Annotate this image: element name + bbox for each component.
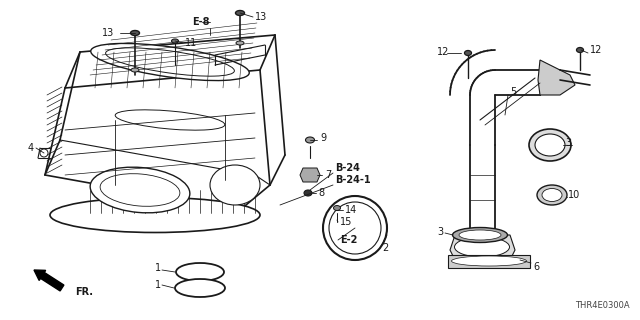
Polygon shape [300, 168, 320, 182]
Text: 9: 9 [320, 133, 326, 143]
Ellipse shape [106, 48, 234, 76]
Ellipse shape [452, 228, 508, 243]
Ellipse shape [91, 44, 249, 81]
Text: 11: 11 [185, 38, 197, 48]
FancyArrow shape [34, 270, 64, 291]
Text: B-24: B-24 [335, 163, 360, 173]
Ellipse shape [40, 149, 48, 157]
Circle shape [329, 202, 381, 254]
Ellipse shape [305, 137, 314, 143]
Polygon shape [448, 255, 530, 268]
Ellipse shape [131, 30, 140, 36]
Ellipse shape [90, 167, 190, 213]
Text: E-2: E-2 [340, 235, 357, 245]
Text: 12: 12 [437, 47, 449, 57]
Text: E-8: E-8 [192, 17, 209, 27]
Polygon shape [538, 60, 575, 95]
Ellipse shape [577, 47, 584, 52]
Ellipse shape [542, 188, 562, 202]
Ellipse shape [304, 190, 312, 196]
Text: THR4E0300A: THR4E0300A [575, 301, 630, 310]
Text: 4: 4 [28, 143, 34, 153]
Text: 15: 15 [340, 217, 353, 227]
Text: 13: 13 [102, 28, 115, 38]
Ellipse shape [236, 11, 244, 15]
Text: 14: 14 [345, 205, 357, 215]
Ellipse shape [50, 197, 260, 233]
Ellipse shape [529, 129, 571, 161]
Ellipse shape [451, 256, 527, 266]
Ellipse shape [115, 110, 225, 130]
Text: 1: 1 [155, 263, 161, 273]
Text: 12: 12 [590, 45, 602, 55]
Text: 1: 1 [155, 280, 161, 290]
Circle shape [323, 196, 387, 260]
Ellipse shape [454, 237, 509, 257]
Ellipse shape [236, 41, 244, 45]
Ellipse shape [131, 68, 139, 72]
Ellipse shape [459, 230, 501, 240]
Text: 3: 3 [437, 227, 443, 237]
Text: 10: 10 [568, 190, 580, 200]
Polygon shape [450, 235, 515, 260]
Text: FR.: FR. [75, 287, 93, 297]
Text: 5: 5 [510, 87, 516, 97]
Ellipse shape [175, 279, 225, 297]
Text: 8: 8 [318, 188, 324, 198]
Text: 7: 7 [325, 170, 332, 180]
Text: 2: 2 [382, 243, 388, 253]
Text: B-24-1: B-24-1 [335, 175, 371, 185]
Ellipse shape [535, 134, 565, 156]
Ellipse shape [210, 165, 260, 205]
Text: 6: 6 [533, 262, 539, 272]
Ellipse shape [100, 174, 180, 206]
Ellipse shape [465, 51, 472, 55]
Ellipse shape [176, 263, 224, 281]
Ellipse shape [333, 205, 340, 211]
Ellipse shape [172, 39, 179, 43]
Ellipse shape [537, 185, 567, 205]
Text: 3: 3 [565, 138, 571, 148]
Text: 13: 13 [255, 12, 268, 22]
